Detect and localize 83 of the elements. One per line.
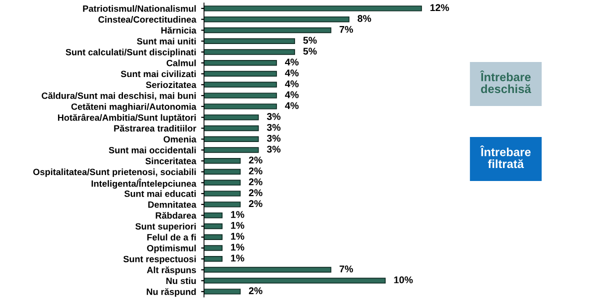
data-label: 7%	[340, 266, 354, 272]
y-tick-label: Omenia	[164, 136, 196, 142]
y-tick-label: Păstrarea traditiilor	[114, 124, 196, 132]
data-label: 1%	[231, 232, 244, 240]
bar	[204, 104, 277, 110]
data-label: 7%	[340, 26, 354, 33]
data-label: 2%	[248, 200, 262, 208]
bar	[204, 82, 277, 88]
y-tick-label: Hărnicia	[161, 26, 196, 34]
data-label: 2%	[248, 189, 262, 196]
y-tick-label: Cinstea/Corectitudinea	[98, 16, 196, 23]
bar	[204, 212, 223, 218]
y-tick-label: Ospitalitatea/Sunt prietenosi, sociabili	[33, 168, 196, 177]
y-tick-label: Sunt mai uniti	[136, 38, 196, 44]
bar	[204, 38, 296, 44]
data-label: 1%	[231, 211, 244, 218]
bar	[204, 234, 223, 240]
y-tick-label: Calmul	[166, 60, 196, 66]
y-tick-label: Sunt calculati/Sunt disciplinati	[66, 48, 196, 58]
bar	[204, 278, 386, 284]
data-label: 3%	[266, 134, 281, 142]
data-label: 1%	[231, 222, 244, 229]
y-tick-label: Optimismul	[147, 244, 196, 254]
data-label: 4%	[284, 102, 299, 110]
bar	[204, 60, 277, 66]
data-label: 3%	[266, 124, 281, 131]
bar	[204, 70, 277, 77]
data-label: 4%	[284, 80, 299, 88]
bar	[204, 49, 296, 55]
bar	[204, 27, 332, 34]
bar	[204, 6, 422, 12]
bar	[204, 136, 259, 142]
data-label: 4%	[284, 58, 299, 66]
data-label: 5%	[303, 48, 317, 55]
y-tick-label: Felul de a fi	[147, 234, 196, 240]
bar	[204, 125, 259, 132]
bar	[204, 92, 277, 98]
bar	[204, 180, 241, 186]
y-tick-label: Sunt mai civilizati	[120, 70, 196, 78]
y-tick-label: Sunt superiori	[135, 222, 196, 232]
y-tick-label: Inteligenta/Întelepciunea	[92, 178, 196, 189]
data-label: 2%	[248, 178, 262, 186]
text: Întrebare deschisă	[480, 70, 532, 94]
bar	[204, 114, 259, 120]
data-label: 12%	[430, 4, 450, 12]
y-tick-label: Hotărârea/Ambitia/Sunt luptători	[58, 114, 196, 123]
bar	[204, 158, 241, 164]
data-label: 4%	[284, 91, 299, 98]
data-label: 2%	[248, 287, 262, 294]
y-tick-label: Sinceritatea	[145, 158, 196, 164]
data-label: 4%	[284, 70, 299, 76]
data-label: 10%	[394, 276, 413, 284]
data-label: 8%	[358, 15, 372, 22]
bar	[204, 256, 223, 262]
y-tick-label: Răbdarea	[156, 212, 196, 219]
data-label: 1%	[231, 254, 244, 262]
y-tick-label: Nu stiu	[166, 277, 196, 284]
bar	[204, 190, 241, 196]
data-label: 3%	[266, 146, 281, 153]
y-tick-label: Cetăteni maghiari/Autonomia	[71, 103, 196, 112]
bar	[204, 202, 241, 208]
y-tick-label: Sunt respectuosi	[123, 256, 196, 264]
y-tick-label: Sunt mai occidentali	[108, 146, 196, 154]
y-tick-label: Sunt mai educati	[124, 190, 196, 197]
text: Întrebare filtrată	[480, 146, 531, 168]
data-label: 2%	[248, 168, 262, 174]
data-label: 3%	[266, 113, 281, 120]
bar	[204, 168, 241, 175]
data-label: 1%	[231, 244, 244, 251]
bar	[204, 147, 259, 153]
bar	[204, 245, 223, 251]
bar	[204, 223, 223, 230]
y-tick-label: Seriozitatea	[146, 81, 196, 88]
y-tick-label: Demnitatea	[148, 201, 196, 208]
data-label: 5%	[303, 36, 317, 44]
data-label: 2%	[248, 156, 262, 164]
y-tick-label: Patriotismul/Nationalismul	[83, 5, 196, 12]
bar	[204, 288, 241, 294]
y-tick-label: Alt răspuns	[146, 266, 196, 275]
bar	[204, 16, 350, 22]
y-tick-label: Căldura/Sunt mai deschisi, mai buni	[42, 92, 196, 100]
y-tick-label: Nu răspund	[146, 288, 196, 297]
bar	[204, 266, 332, 273]
